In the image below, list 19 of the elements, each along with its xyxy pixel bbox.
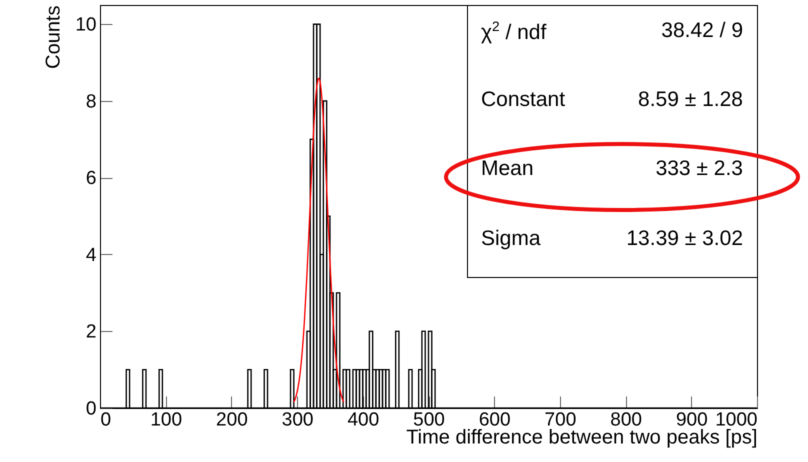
x-tick-label: 400 (347, 410, 380, 430)
annotation: 333 ± 2.3 (656, 157, 743, 181)
y-tick-label: 2 (86, 322, 96, 343)
annotation: 38.42 / 9 (661, 19, 743, 44)
annotation: 13.39 ± 3.02 (626, 227, 743, 251)
x-tick-label: 200 (216, 410, 248, 430)
annotation: Sigma (481, 227, 541, 251)
annotation: Constant (481, 88, 566, 112)
x-tick-label: 0 (100, 410, 112, 430)
y-axis-title: Counts (42, 6, 64, 69)
x-tick-label: 300 (282, 410, 314, 430)
annotation: χ$^{2}$ / ndf (481, 19, 546, 45)
y-tick-label: 6 (86, 168, 96, 190)
annotation: 8.59 ± 1.28 (638, 88, 743, 112)
annotation: Mean (481, 157, 534, 181)
y-tick-label: 10 (75, 14, 96, 36)
y-tick-label: 4 (86, 244, 97, 266)
y-tick-label: 8 (86, 91, 96, 112)
x-tick-label: 100 (150, 410, 182, 430)
